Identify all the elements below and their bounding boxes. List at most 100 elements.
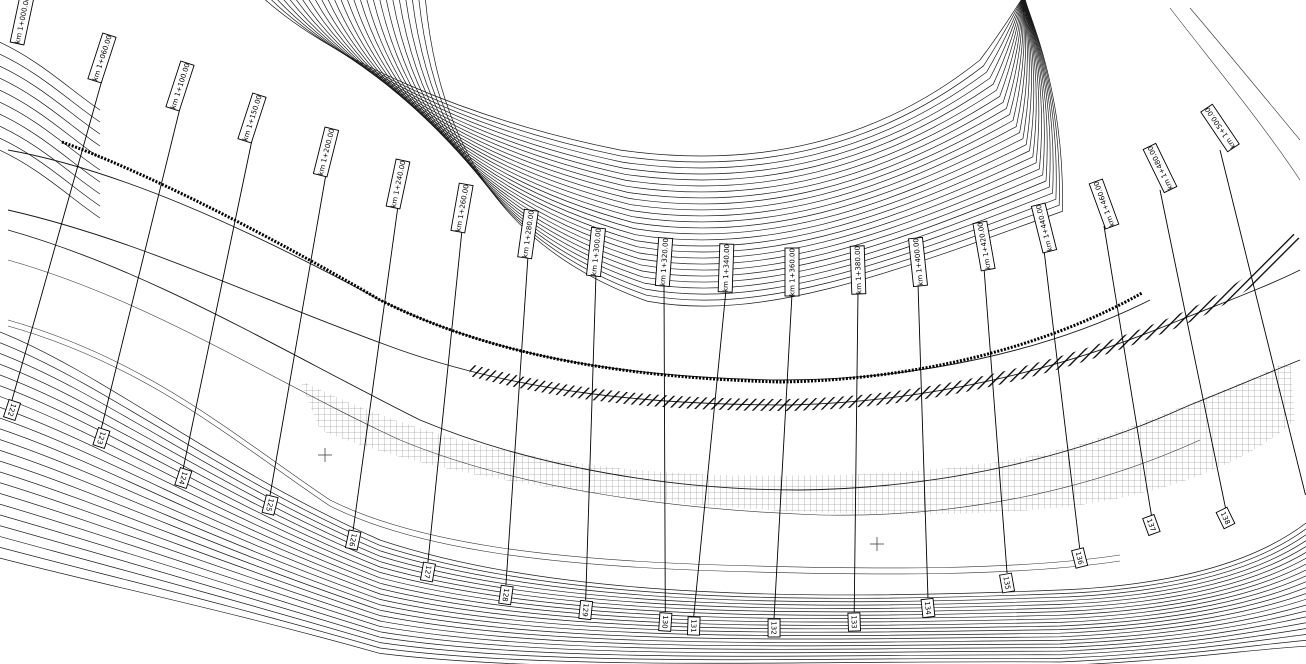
station-line bbox=[182, 139, 253, 469]
contour-line bbox=[0, 65, 101, 135]
station-km-label: km 1+240.00 bbox=[385, 158, 411, 210]
contour-line bbox=[327, 0, 1025, 217]
section-number-text: 126 bbox=[347, 533, 358, 548]
station-km-label: km 1+480.00 bbox=[1142, 142, 1178, 194]
contour-line bbox=[0, 77, 101, 147]
contour-line bbox=[0, 450, 1306, 633]
contour-line bbox=[289, 0, 1023, 181]
road-edge-upper bbox=[7, 149, 1151, 381]
new-road-hatched bbox=[468, 231, 1300, 412]
section-number-text: 133 bbox=[849, 615, 857, 629]
section-number-label: 126 bbox=[344, 529, 362, 551]
contour-line bbox=[0, 460, 1306, 636]
station-line bbox=[505, 255, 529, 586]
contour-line bbox=[0, 407, 1306, 619]
station-km-label: km 1+360.00 bbox=[784, 247, 800, 297]
station-line bbox=[1043, 249, 1081, 549]
contour-line bbox=[296, 0, 1024, 187]
contour-line bbox=[373, 0, 1040, 259]
station-line bbox=[983, 267, 1008, 574]
section-number-text: 132 bbox=[770, 621, 778, 634]
station-km-label: km 1+260.00 bbox=[450, 182, 474, 234]
survey-marker bbox=[318, 448, 332, 462]
section-number-text: 128 bbox=[501, 588, 511, 602]
section-number-label: 134 bbox=[920, 597, 936, 619]
contour-line bbox=[0, 149, 101, 219]
station-km-text: km 1+500.00 bbox=[1204, 106, 1237, 150]
contour-line bbox=[0, 503, 1306, 650]
section-number-label: 127 bbox=[419, 561, 436, 583]
contour-line bbox=[0, 374, 1306, 609]
contour-line bbox=[399, 0, 1051, 283]
contour-line bbox=[0, 113, 101, 183]
station-km-text: km 1+320.00 bbox=[659, 238, 670, 286]
station-km-label: km 1+000.00 bbox=[9, 0, 35, 46]
contour-line bbox=[0, 396, 1306, 616]
station-km-text: km 1+380.00 bbox=[854, 246, 864, 294]
contour-line bbox=[0, 89, 101, 159]
contour-line bbox=[0, 493, 1306, 647]
section-number-label: 130 bbox=[658, 612, 673, 632]
section-number-label: 131 bbox=[687, 616, 701, 636]
station-km-label: km 1+100.00 bbox=[165, 60, 195, 112]
section-number-label: 137 bbox=[1142, 513, 1161, 537]
contour-line bbox=[418, 0, 1060, 301]
contour-line bbox=[0, 53, 101, 123]
section-number-label: 133 bbox=[847, 612, 861, 632]
station-line bbox=[585, 273, 597, 601]
road-edge-lower-2 bbox=[7, 259, 1201, 516]
contour-line bbox=[0, 331, 1306, 596]
contour-line bbox=[0, 417, 1306, 623]
section-number-text: 131 bbox=[689, 619, 697, 633]
contour-line bbox=[315, 0, 1024, 205]
road-edge-lower bbox=[7, 229, 1301, 491]
station-line bbox=[1159, 189, 1226, 509]
contour-line bbox=[412, 0, 1057, 295]
section-number-label: 129 bbox=[578, 599, 594, 621]
road-guardrail bbox=[61, 140, 1143, 384]
station-line bbox=[773, 293, 793, 619]
section-number-text: 123 bbox=[95, 430, 107, 445]
upper-road-edge-2 bbox=[1189, 7, 1301, 141]
contour-line bbox=[271, 0, 1022, 163]
contour-line bbox=[425, 0, 1063, 307]
stream-line bbox=[7, 319, 1121, 569]
station-km-label: km 1+460.00 bbox=[1088, 178, 1120, 230]
section-number-text: 122 bbox=[6, 402, 18, 417]
contour-line bbox=[0, 363, 1306, 606]
section-number-text: 129 bbox=[581, 603, 590, 617]
station-km-label: km 1+060.00 bbox=[87, 32, 117, 84]
section-number-text: 127 bbox=[422, 565, 432, 580]
contour-line bbox=[0, 514, 1306, 654]
contour-line bbox=[0, 439, 1306, 630]
contour-line bbox=[0, 125, 101, 195]
section-number-label: 123 bbox=[92, 427, 111, 449]
contour-line bbox=[0, 41, 101, 111]
station-km-label: km 1+300.00 bbox=[586, 226, 606, 278]
section-number-text: 130 bbox=[660, 615, 669, 629]
station-line bbox=[269, 173, 327, 496]
section-number-text: 135 bbox=[1001, 576, 1011, 591]
contour-line bbox=[321, 0, 1024, 211]
contour-line bbox=[0, 471, 1306, 640]
section-number-label: 138 bbox=[1215, 506, 1236, 530]
contour-line bbox=[0, 342, 1306, 599]
contour-line bbox=[0, 536, 1306, 661]
contour-line bbox=[379, 0, 1042, 265]
station-line bbox=[1219, 149, 1306, 496]
lower-slope-hatch bbox=[300, 360, 1295, 515]
station-line bbox=[853, 291, 859, 613]
station-km-label: km 1+150.00 bbox=[237, 92, 267, 144]
stream-line-2 bbox=[7, 325, 1121, 575]
station-line bbox=[352, 205, 399, 531]
station-line bbox=[917, 283, 929, 599]
section-number-label: 125 bbox=[261, 494, 279, 516]
station-km-label: km 1+440.00 bbox=[1030, 202, 1058, 254]
station-km-label: km 1+340.00 bbox=[717, 243, 735, 293]
station-line bbox=[100, 107, 181, 429]
contour-line bbox=[308, 0, 1024, 199]
upper-road-edge bbox=[1169, 7, 1301, 181]
station-km-label: km 1+420.00 bbox=[972, 220, 996, 272]
